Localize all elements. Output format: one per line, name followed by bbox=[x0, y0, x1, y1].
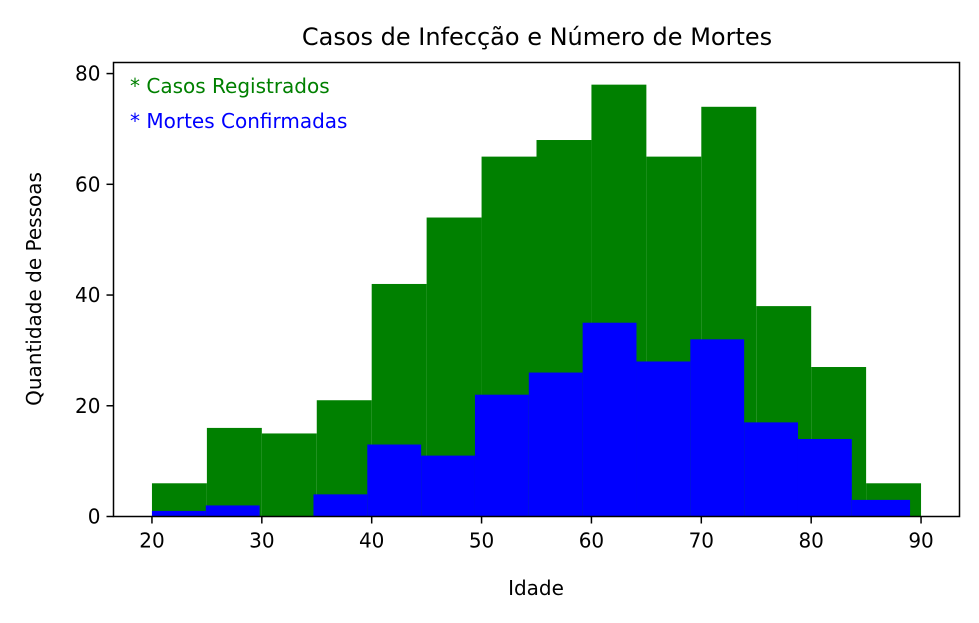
x-tick-label-7: 90 bbox=[908, 529, 933, 553]
legend-entry-mortes: * Mortes Confirmadas bbox=[130, 109, 347, 133]
bar-series-1-bin-0 bbox=[151, 510, 206, 517]
bar-series-1-bin-12 bbox=[797, 438, 852, 517]
bar-series-1-bin-3 bbox=[313, 494, 368, 517]
y-tick-label-4: 80 bbox=[75, 62, 100, 86]
bar-series-1-bin-7 bbox=[528, 372, 583, 517]
y-axis-label: Quantidade de Pessoas bbox=[22, 172, 46, 406]
bars-layer bbox=[151, 84, 922, 517]
y-tick-label-0: 0 bbox=[88, 505, 101, 529]
plot-frame bbox=[112, 61, 961, 518]
legend-entry-casos: * Casos Registrados bbox=[130, 74, 330, 98]
bar-series-0-bin-1 bbox=[206, 427, 262, 517]
y-tick-label-1: 20 bbox=[75, 394, 100, 418]
chart-title: Casos de Infecção e Número de Mortes bbox=[302, 23, 772, 51]
x-tick-label-3: 50 bbox=[469, 529, 494, 553]
x-axis-label: Idade bbox=[508, 576, 564, 600]
bar-series-1-bin-6 bbox=[474, 394, 529, 517]
bar-series-1-bin-11 bbox=[744, 422, 798, 517]
x-tick-label-0: 20 bbox=[139, 529, 164, 553]
bar-series-1-bin-8 bbox=[582, 322, 637, 517]
bar-series-1-bin-9 bbox=[636, 361, 691, 517]
x-tick-label-2: 40 bbox=[359, 529, 384, 553]
y-tick-label-2: 40 bbox=[75, 283, 100, 307]
bar-series-1-bin-13 bbox=[851, 499, 911, 517]
x-axis-ticks: 20 30 40 50 60 70 80 90 bbox=[139, 516, 934, 553]
bar-series-1-bin-5 bbox=[421, 455, 475, 517]
bar-series-0-bin-2 bbox=[261, 433, 317, 517]
x-tick-label-5: 70 bbox=[689, 529, 714, 553]
legend: * Casos Registrados * Mortes Confirmadas bbox=[130, 74, 347, 133]
bar-series-1-bin-10 bbox=[690, 339, 745, 517]
x-tick-label-4: 60 bbox=[579, 529, 604, 553]
y-tick-label-3: 60 bbox=[75, 172, 100, 196]
y-axis-ticks: 0 20 40 60 80 bbox=[75, 62, 114, 529]
bar-series-1-bin-1 bbox=[205, 505, 260, 517]
x-tick-label-6: 80 bbox=[798, 529, 823, 553]
bar-series-1-bin-4 bbox=[367, 444, 422, 517]
x-tick-label-1: 30 bbox=[249, 529, 274, 553]
